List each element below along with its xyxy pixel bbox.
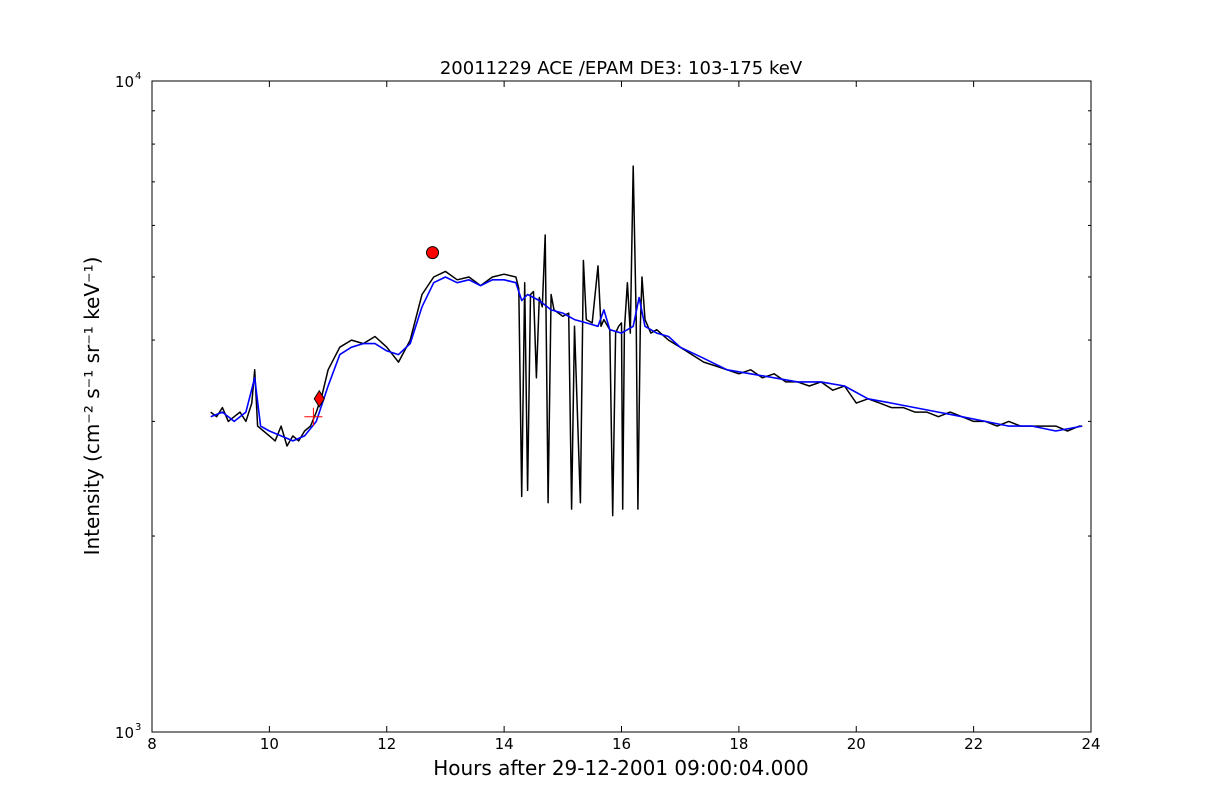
y-tick-exponent: 3	[135, 722, 141, 733]
x-tick-label: 18	[729, 735, 748, 753]
y-tick-exponent: 4	[135, 71, 141, 82]
x-tick-label: 10	[260, 735, 279, 753]
x-tick-label: 16	[612, 735, 631, 753]
chart-title: 20011229 ACE /EPAM DE3: 103-175 keV	[440, 58, 803, 79]
y-tick-label: 10	[115, 724, 134, 742]
x-axis-label: Hours after 29-12-2001 09:00:04.000	[433, 756, 809, 780]
smoothed-intensity-line	[210, 276, 1083, 442]
x-tick-label: 14	[495, 735, 514, 753]
x-tick-label: 24	[1081, 735, 1100, 753]
x-tick-label: 8	[147, 735, 157, 753]
series-layer	[210, 165, 1083, 517]
plus-marker	[304, 407, 323, 426]
raw-intensity-line	[210, 165, 1083, 517]
onset-marker	[313, 389, 325, 408]
y-tick-label: 10	[115, 73, 134, 91]
x-axis-ticks: 8 10 12 14 16 18 20 22 24	[147, 81, 1101, 753]
y-axis-label: Intensity (cm⁻² s⁻¹ sr⁻¹ keV⁻¹)	[80, 257, 104, 556]
x-tick-label: 12	[377, 735, 396, 753]
peak-marker	[426, 246, 440, 260]
x-tick-label: 20	[847, 735, 866, 753]
marker-layer	[304, 246, 440, 426]
x-tick-label: 22	[964, 735, 983, 753]
